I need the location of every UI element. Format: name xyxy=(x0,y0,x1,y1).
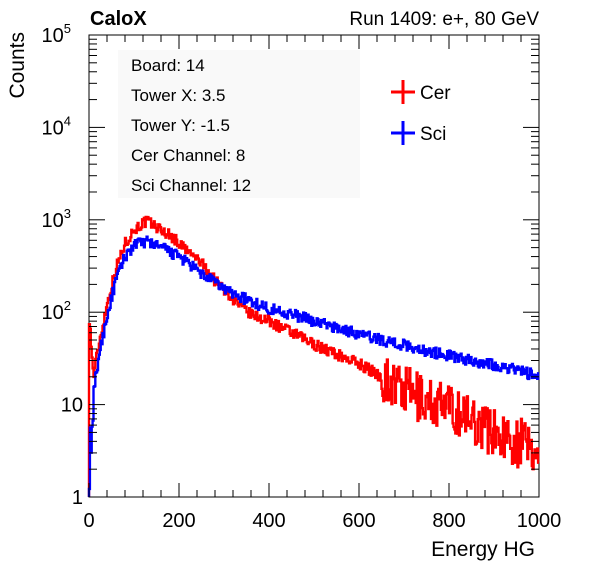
y-tick-label: 10 xyxy=(61,395,83,417)
series-layer xyxy=(87,215,540,497)
info-line: Cer Channel: 8 xyxy=(131,146,245,165)
x-tick-label: 0 xyxy=(83,510,94,532)
x-tick-label: 400 xyxy=(252,510,285,532)
info-line: Tower X: 3.5 xyxy=(131,86,226,105)
x-tick-label: 200 xyxy=(162,510,195,532)
run-label: Run 1409: e+, 80 GeV xyxy=(349,9,539,30)
axes-layer: 0 200 400 600 800 1000 1 10 102 103 104 105 xyxy=(42,21,562,532)
legend: Cer Sci xyxy=(391,80,451,145)
x-axis-title: Energy HG xyxy=(431,538,535,561)
plot-frame xyxy=(88,34,540,498)
y-tick-label: 103 xyxy=(42,206,71,232)
info-box-background xyxy=(118,50,360,198)
info-line: Tower Y: -1.5 xyxy=(131,116,230,135)
legend-label-sci: Sci xyxy=(420,124,446,145)
x-tick-label: 600 xyxy=(342,510,375,532)
x-tick-label: 1000 xyxy=(517,510,562,532)
plot-area xyxy=(88,34,540,498)
y-axis-title: Counts xyxy=(6,32,29,99)
info-line: Sci Channel: 12 xyxy=(131,176,251,195)
y-tick-label: 1 xyxy=(72,487,83,509)
x-tick-label: 800 xyxy=(432,510,465,532)
series-sci-line xyxy=(87,235,540,497)
series-cer-line xyxy=(87,215,540,497)
y-tick-label: 105 xyxy=(42,21,71,47)
info-line: Board: 14 xyxy=(131,56,205,75)
y-tick-label: 104 xyxy=(42,113,71,139)
calox-label: CaloX xyxy=(90,8,147,30)
legend-label-cer: Cer xyxy=(420,83,451,104)
y-tick-label: 102 xyxy=(42,298,71,324)
info-box: Board: 14 Tower X: 3.5 Tower Y: -1.5 Cer Ch… xyxy=(118,50,360,198)
